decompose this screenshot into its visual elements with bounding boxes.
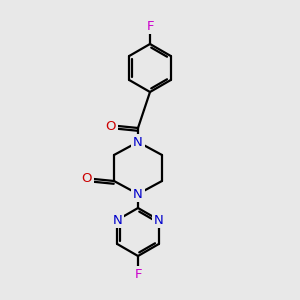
Text: N: N <box>154 214 164 226</box>
Text: N: N <box>112 214 122 226</box>
Text: F: F <box>134 268 142 281</box>
Text: O: O <box>106 119 116 133</box>
Text: F: F <box>146 20 154 32</box>
Text: O: O <box>82 172 92 185</box>
Text: N: N <box>133 136 143 148</box>
Text: N: N <box>133 136 143 148</box>
Text: N: N <box>133 188 143 200</box>
